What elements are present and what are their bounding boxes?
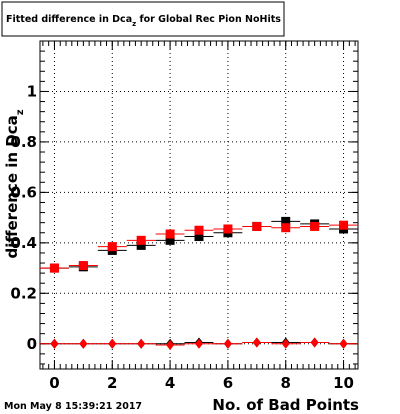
data-point <box>166 340 175 351</box>
y-axis-title-subscript: z <box>15 109 26 115</box>
ticks-layer: 00.20.40.60.810 2 4 6 8 10 <box>10 41 358 392</box>
data-point <box>136 235 146 245</box>
data-point <box>223 224 233 234</box>
data-point <box>79 338 88 349</box>
x-axis-title: No. of Bad Points <box>212 396 359 414</box>
series-layer <box>40 216 358 351</box>
data-point <box>310 221 320 231</box>
grid-layer <box>40 41 358 369</box>
chart-title-main: Fitted difference in Dca <box>6 14 132 25</box>
data-point <box>339 220 349 230</box>
data-point <box>165 235 175 245</box>
data-point <box>281 223 291 233</box>
data-point <box>252 337 261 348</box>
data-point <box>223 338 232 349</box>
y-tick-label: 0.2 <box>10 284 37 302</box>
data-point <box>78 261 88 271</box>
y-axis-title-main: difference in Dca <box>3 115 21 258</box>
data-point <box>194 225 204 235</box>
y-tick-label: 0.8 <box>10 133 37 151</box>
y-tick-label: 0.6 <box>10 183 37 201</box>
x-tick-label: 8 <box>281 374 291 392</box>
data-point <box>108 338 117 349</box>
x-tick-label: 0 <box>49 374 59 392</box>
data-point <box>281 216 291 226</box>
data-point <box>339 338 348 349</box>
data-point <box>310 337 319 348</box>
y-tick-label: 1 <box>27 82 37 100</box>
x-tick-label: 4 <box>165 374 175 392</box>
series-3 <box>40 337 358 351</box>
footer-timestamp: Mon May 8 15:39:21 2017 <box>4 401 142 412</box>
data-point <box>195 338 203 349</box>
data-point <box>165 229 175 239</box>
data-point <box>49 263 59 273</box>
series-1 <box>40 220 358 273</box>
chart-title-subscript: z <box>132 20 136 28</box>
x-tick-label: 6 <box>223 374 233 392</box>
y-axis-title: difference in Dcaz <box>3 109 26 258</box>
data-point <box>50 338 59 349</box>
chart-title-rest: for Global Rec Pion NoHits <box>136 14 281 25</box>
x-tick-label: 10 <box>333 374 354 392</box>
data-point <box>136 240 146 250</box>
data-point <box>281 338 290 349</box>
y-tick-label: 0.4 <box>10 234 37 252</box>
chart-title: Fitted difference in Dcaz for Global Rec… <box>6 14 281 28</box>
data-point <box>252 221 262 231</box>
x-tick-label: 2 <box>107 374 117 392</box>
y-tick-label: 0 <box>27 335 37 353</box>
title-box <box>1 1 285 37</box>
data-point <box>137 338 146 349</box>
plot-frame <box>39 40 359 370</box>
data-point <box>194 232 204 242</box>
data-point <box>107 242 117 252</box>
